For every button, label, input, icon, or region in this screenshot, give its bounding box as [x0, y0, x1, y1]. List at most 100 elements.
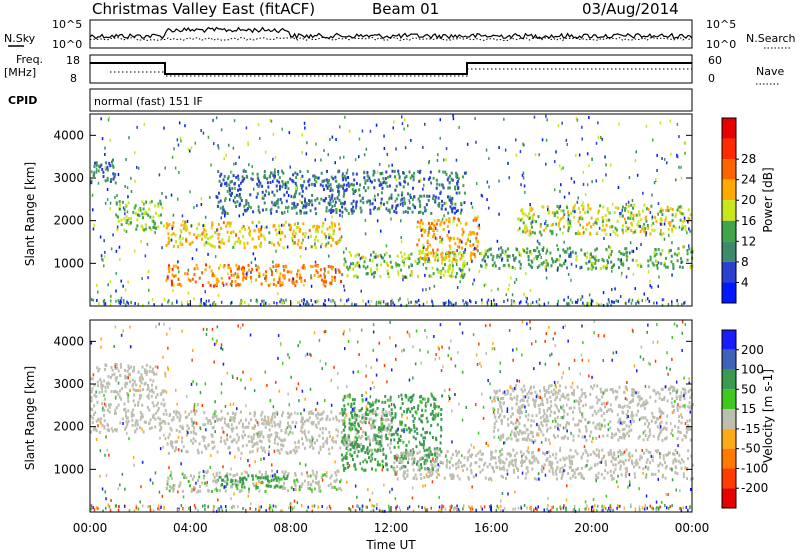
heatmap-cell [620, 258, 622, 262]
heatmap-cell [601, 448, 604, 452]
heatmap-cell [258, 430, 261, 434]
heatmap-cell [304, 199, 306, 203]
heatmap-cell [333, 275, 336, 279]
heatmap-cell [176, 283, 179, 287]
heatmap-cell [634, 287, 636, 291]
heatmap-cell [450, 302, 453, 306]
heatmap-cell [413, 429, 416, 433]
heatmap-cell [256, 176, 259, 180]
heatmap-cell [118, 245, 121, 249]
heatmap-cell [245, 418, 247, 422]
heatmap-cell [578, 153, 581, 157]
heatmap-cell [250, 280, 253, 284]
heatmap-cell [335, 208, 338, 211]
heatmap-cell [674, 215, 677, 219]
heatmap-cell [152, 219, 155, 223]
heatmap-cell [452, 251, 455, 255]
heatmap-cell [458, 126, 460, 129]
heatmap-cell [328, 209, 331, 213]
heatmap-cell [567, 226, 570, 230]
heatmap-cell [317, 275, 320, 279]
heatmap-cell [405, 451, 408, 455]
heatmap-cell [435, 438, 438, 442]
heatmap-cell [609, 163, 612, 167]
heatmap-cell [299, 303, 301, 307]
heatmap-cell [274, 423, 277, 427]
heatmap-cell [106, 178, 109, 182]
freq-left-bottom-tick: 8 [70, 72, 77, 85]
heatmap-cell [263, 299, 265, 303]
heatmap-cell [241, 299, 243, 303]
heatmap-cell [194, 141, 196, 145]
heatmap-cell [484, 461, 487, 465]
heatmap-cell [350, 208, 353, 212]
heatmap-cell [444, 270, 447, 274]
heatmap-cell [430, 463, 433, 467]
heatmap-cell [420, 194, 423, 198]
heatmap-cell [261, 299, 263, 303]
heatmap-cell [201, 435, 204, 439]
heatmap-cell [287, 194, 290, 197]
heatmap-cell [212, 284, 215, 288]
heatmap-cell [282, 246, 285, 250]
heatmap-cell [585, 261, 588, 265]
heatmap-cell [661, 303, 664, 307]
heatmap-cell [358, 188, 361, 192]
heatmap-cell [457, 209, 459, 212]
cpid-label: CPID [8, 94, 37, 107]
heatmap-cell [417, 298, 420, 302]
heatmap-cell [428, 221, 430, 225]
heatmap-cell [559, 189, 561, 193]
heatmap-cell [109, 403, 112, 407]
heatmap-cell [345, 451, 348, 455]
heatmap-cell [337, 186, 340, 190]
heatmap-cell [605, 247, 608, 251]
heatmap-cell [486, 465, 489, 469]
heatmap-cell [478, 465, 481, 469]
heatmap-cell [248, 226, 250, 230]
heatmap-cell [447, 250, 450, 254]
heatmap-cell [493, 298, 495, 302]
heatmap-cell [287, 421, 289, 425]
heatmap-cell [293, 479, 296, 483]
heatmap-cell [655, 248, 657, 252]
heatmap-cell [207, 241, 210, 245]
heatmap-cell [542, 205, 545, 209]
heatmap-cell [170, 238, 173, 242]
heatmap-cell [123, 408, 125, 412]
heatmap-cell [229, 180, 232, 184]
heatmap-cell [209, 283, 212, 287]
heatmap-cell [660, 233, 663, 237]
heatmap-cell [440, 425, 443, 429]
heatmap-cell [546, 205, 549, 209]
heatmap-cell [622, 260, 625, 264]
heatmap-cell [423, 194, 426, 198]
heatmap-cell [614, 206, 617, 210]
heatmap-cell [377, 193, 379, 197]
heatmap-cell [191, 420, 193, 424]
heatmap-cell [602, 224, 604, 228]
heatmap-cell [437, 452, 440, 456]
heatmap-cell [204, 241, 207, 245]
heatmap-cell [572, 468, 575, 472]
heatmap-cell [558, 219, 561, 223]
heatmap-cell [591, 180, 593, 184]
heatmap-cell [107, 283, 109, 287]
heatmap-cell [267, 479, 269, 482]
heatmap-cell [108, 116, 110, 120]
heatmap-cell [268, 303, 271, 306]
heatmap-cell [590, 263, 593, 267]
heatmap-cell [358, 194, 361, 197]
heatmap-cell [287, 432, 290, 436]
heatmap-cell [594, 477, 597, 481]
heatmap-cell [111, 368, 114, 372]
heatmap-cell [257, 266, 260, 270]
heatmap-cell [606, 471, 609, 475]
heatmap-cell [170, 476, 173, 480]
heatmap-cell [428, 258, 430, 262]
heatmap-cell [407, 407, 410, 411]
heatmap-cell [525, 295, 527, 299]
heatmap-cell [216, 419, 219, 423]
heatmap-cell [436, 468, 439, 472]
heatmap-cell [315, 235, 317, 239]
